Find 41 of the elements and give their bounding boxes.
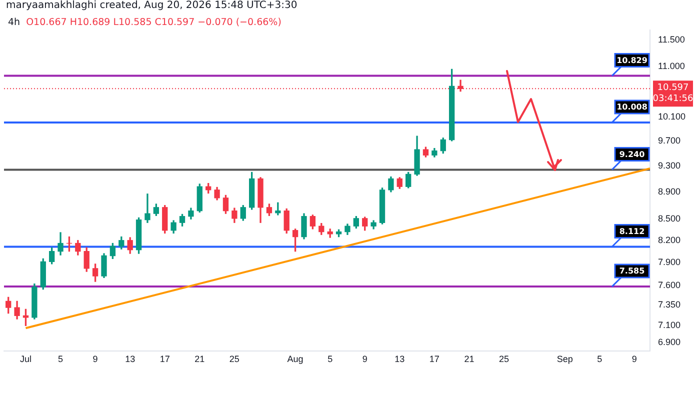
y-tick-label: 7.900 [658, 256, 681, 267]
chart-subtitle: O10.667 H10.689 L10.585 C10.597 −0.070 (−0.66%) [26, 17, 282, 28]
y-tick-label: 6.900 [658, 337, 681, 348]
x-tick-label: 17 [429, 354, 440, 364]
ref-line-label: 10.008 [616, 102, 648, 112]
y-tick-label: 9.300 [658, 160, 681, 170]
ref-line-label: 10.829 [616, 56, 648, 65]
x-tick-label: 13 [125, 354, 136, 364]
candlestick [144, 194, 150, 223]
x-tick-label: Aug [287, 354, 304, 364]
text: 03:41:56 [652, 94, 694, 104]
x-tick-label: 9 [92, 354, 98, 364]
x-tick-label: 25 [229, 354, 240, 364]
x-tick-label: 5 [58, 354, 64, 364]
x-tick-label: 21 [464, 354, 474, 364]
ref-line-label: 7.585 [619, 266, 646, 276]
y-tick-label: 9.700 [658, 135, 681, 146]
y-tick-label: 8.500 [658, 214, 681, 224]
x-tick-label: 5 [328, 354, 333, 364]
x-tick-label: 9 [362, 354, 368, 364]
x-tick-label: 21 [194, 354, 205, 364]
y-tick-label: 11.500 [658, 34, 685, 45]
y-tick-label: 8.900 [658, 186, 681, 196]
x-tick-label: 17 [160, 354, 170, 364]
y-tick-label: 8.200 [658, 234, 681, 245]
x-tick-label: 9 [632, 354, 637, 364]
ref-line-label: 8.112 [619, 226, 645, 236]
x-tick-label: 13 [394, 354, 405, 364]
x-tick-label: Sep [556, 354, 573, 364]
text: maryaamakhlaghi created, Aug 20, 2026 15:48 UTC+3:30 [6, 0, 298, 11]
chart-title: 4h [8, 17, 20, 28]
ref-line-label: 9.240 [619, 150, 646, 159]
y-tick-label: 10.100 [658, 112, 686, 122]
ref-line-label: 10.597 [657, 82, 689, 93]
y-tick-label: 7.600 [658, 280, 681, 290]
y-tick-label: 11.000 [658, 61, 685, 71]
x-tick-label: Jul [20, 354, 32, 364]
y-tick-label: 7.350 [658, 300, 681, 310]
x-tick-label: 25 [498, 354, 509, 364]
y-tick-label: 7.100 [658, 320, 681, 330]
x-tick-label: 5 [597, 354, 602, 364]
